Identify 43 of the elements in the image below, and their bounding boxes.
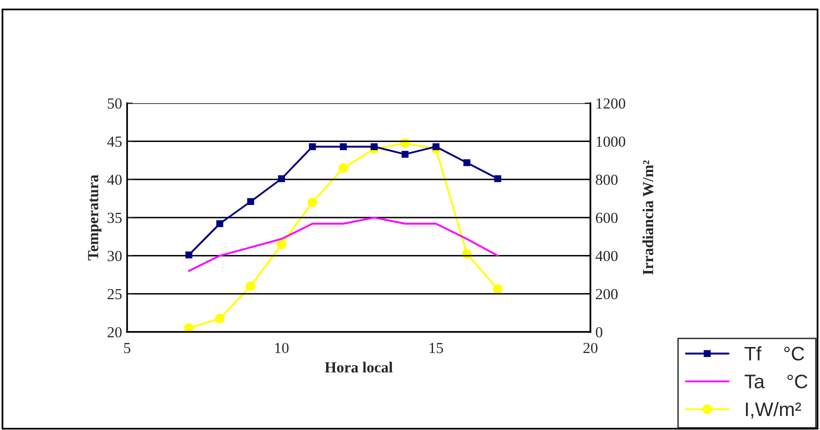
point	[370, 143, 378, 150]
point	[494, 175, 502, 182]
x-axis-title: Hora local	[324, 362, 393, 373]
y2-tick-label: 800	[596, 174, 618, 185]
point	[214, 314, 225, 324]
point	[432, 143, 440, 150]
point	[216, 220, 224, 228]
point	[492, 284, 503, 294]
point	[338, 163, 348, 173]
y2-tick-label: 600	[596, 212, 618, 224]
y2-tick-label: 200	[596, 288, 618, 300]
y-tick-label: 40	[107, 174, 122, 185]
y-tick-label: 30	[108, 250, 122, 262]
point	[463, 159, 470, 166]
point	[184, 323, 194, 332]
legend-label: Ta °C	[744, 374, 808, 388]
x-tick-label: 20	[583, 342, 598, 354]
y2-tick-label: 0	[596, 327, 602, 338]
point	[278, 175, 286, 182]
point	[185, 251, 192, 258]
legend-label: Tf °C	[744, 346, 804, 361]
y-tick-label: 20	[108, 327, 122, 338]
y-tick-label: 50	[108, 98, 122, 109]
legend-label: I,W/m²	[746, 402, 802, 419]
y-axis-title: Temperatura	[88, 174, 102, 260]
line-series	[188, 216, 499, 272]
y2-tick-label: 1000	[596, 136, 626, 147]
point	[246, 281, 256, 292]
point	[276, 239, 286, 250]
point	[247, 198, 254, 206]
y2-axis-title: Irradiancia W/m²	[642, 160, 654, 275]
x-tick-label: 10	[275, 342, 289, 354]
y2-tick-label: 400	[596, 250, 618, 262]
y-tick-label: 35	[108, 212, 122, 224]
y-tick-label: 25	[108, 289, 122, 300]
point	[308, 143, 316, 150]
point	[308, 197, 318, 208]
x-tick-label: 5	[124, 342, 130, 354]
point	[340, 143, 347, 150]
y2-tick-label: 1200	[596, 98, 626, 109]
y-tick-label: 45	[107, 136, 122, 147]
point	[402, 150, 409, 158]
x-tick-label: 15	[430, 342, 444, 354]
